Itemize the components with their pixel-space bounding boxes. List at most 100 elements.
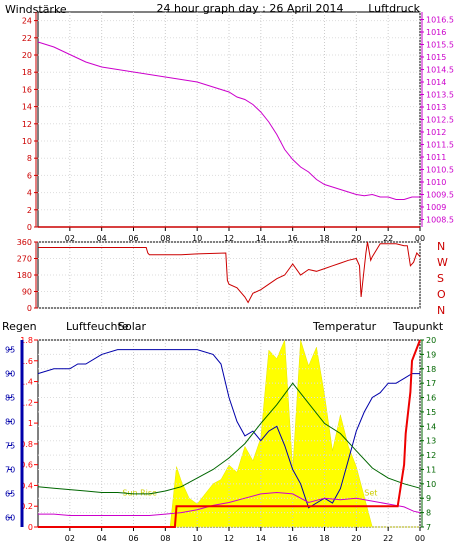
y-tick-label-rain: 1.4: [20, 378, 33, 387]
y-tick-label-right: 18: [426, 365, 436, 374]
y-tick-label-left: 6: [27, 171, 32, 180]
y-tick-label-left: 8: [27, 154, 32, 163]
compass-label: N: [437, 240, 445, 253]
x-tick-label: 00: [415, 234, 425, 243]
x-tick-label: 02: [65, 534, 75, 543]
y-tick-label-right: 16: [426, 394, 436, 403]
y-tick-label-humidity: 85: [5, 394, 15, 403]
y-tick-label-right: 1013.5: [426, 91, 454, 100]
y-tick-label-humidity: 80: [5, 418, 15, 427]
x-tick-label: 06: [128, 234, 138, 243]
y-tick-label-right: 1010.5: [426, 166, 454, 175]
x-tick-label: 00: [415, 534, 425, 543]
y-tick-label-humidity: 65: [5, 489, 15, 498]
y-tick-label-rain: 0.8: [20, 440, 33, 449]
humidity-temperature-panel: 7891011121314151617181920606570758085909…: [5, 336, 436, 543]
x-tick-label: 14: [256, 534, 266, 543]
wind-pressure-panel: 0246810121416182022241008.510091009.5101…: [22, 11, 454, 243]
y-tick-label-humidity: 75: [5, 441, 15, 450]
y-tick-label-right: 1014: [426, 78, 446, 87]
y-tick-label-right: 9: [426, 494, 431, 503]
x-tick-label: 10: [192, 534, 202, 543]
y-tick-label-left: 270: [17, 255, 32, 264]
y-tick-label-left: 2: [27, 206, 32, 215]
y-tick-label-left: 24: [22, 17, 32, 26]
y-tick-label-right: 1016.5: [426, 16, 454, 25]
y-tick-label-left: 20: [22, 51, 32, 60]
plot-frame: [37, 11, 421, 228]
y-tick-label-left: 22: [22, 34, 32, 43]
x-tick-label: 12: [224, 234, 234, 243]
label-temperatur: Temperatur: [312, 320, 377, 333]
y-tick-label-left: 10: [22, 137, 32, 146]
x-tick-label: 08: [160, 534, 170, 543]
x-tick-label: 10: [192, 234, 202, 243]
compass-label: N: [437, 304, 445, 317]
label-regen: Regen: [2, 320, 37, 333]
y-tick-label-right: 1009.5: [426, 191, 454, 200]
y-tick-label-right: 1016: [426, 28, 446, 37]
compass-label: W: [437, 256, 448, 269]
y-tick-label-left: 14: [22, 103, 32, 112]
x-tick-label: 22: [383, 534, 393, 543]
series-taupunkt: [38, 491, 421, 516]
y-tick-label-right: 10: [426, 480, 436, 489]
annotation-sunset: Set: [364, 488, 377, 497]
y-tick-label-right: 1009: [426, 203, 446, 212]
x-tick-label: 18: [319, 534, 329, 543]
compass-label: S: [437, 272, 444, 285]
series-luftdruck: [37, 41, 420, 200]
y-tick-label-left: 90: [22, 288, 32, 297]
y-tick-label-rain: 1.8: [20, 336, 33, 345]
y-tick-label-left: 0: [27, 223, 32, 232]
x-tick-label: 14: [256, 234, 266, 243]
y-tick-label-rain: 0.4: [20, 481, 33, 490]
x-tick-label: 16: [288, 234, 298, 243]
y-tick-label-humidity: 95: [5, 346, 15, 355]
y-tick-label-left: 180: [17, 271, 32, 280]
y-tick-label-right: 1012: [426, 128, 446, 137]
y-tick-label-humidity: 60: [5, 513, 15, 522]
y-tick-label-right: 1012.5: [426, 116, 454, 125]
x-tick-label: 18: [319, 234, 329, 243]
y-tick-label-rain: 0: [28, 523, 33, 532]
x-tick-label: 04: [97, 234, 107, 243]
x-tick-label: 04: [97, 534, 107, 543]
page-title: 24 hour graph day : 26 April 2014: [157, 2, 344, 15]
y-tick-label-left: 12: [22, 120, 32, 129]
x-tick-label: 06: [128, 534, 138, 543]
series-windrichtung: [38, 241, 421, 304]
y-tick-label-right: 8: [426, 509, 431, 518]
y-tick-label-humidity: 70: [5, 465, 15, 474]
y-tick-label-rain: 0.6: [20, 461, 33, 470]
y-tick-label-right: 7: [426, 523, 431, 532]
label-solar: Solar: [118, 320, 147, 333]
annotation-sunrise: Sun Rise: [122, 488, 157, 497]
x-tick-label: 22: [383, 234, 393, 243]
y-tick-label-right: 1010: [426, 178, 446, 187]
y-tick-label-right: 15: [426, 408, 436, 417]
y-tick-label-left: 16: [22, 85, 32, 94]
y-tick-label-right: 19: [426, 350, 436, 359]
y-tick-label-rain: 1: [28, 419, 33, 428]
y-tick-label-right: 1011: [426, 153, 446, 162]
series-luftfeuchte: [37, 349, 420, 509]
x-tick-label: 20: [351, 234, 361, 243]
series-temperatur: [37, 382, 421, 495]
x-tick-label: 02: [65, 234, 75, 243]
y-tick-label-right: 11: [426, 465, 436, 474]
y-tick-label-right: 14: [426, 422, 436, 431]
y-tick-label-right: 20: [426, 336, 436, 345]
label-taupunkt: Taupunkt: [392, 320, 444, 333]
y-tick-label-right: 1015.5: [426, 41, 454, 50]
x-tick-label: 20: [351, 534, 361, 543]
x-tick-label: 16: [288, 534, 298, 543]
y-tick-label-right: 1015: [426, 53, 446, 62]
compass-label: O: [437, 288, 446, 301]
y-tick-label-right: 13: [426, 437, 436, 446]
series-regen: [38, 339, 421, 528]
y-tick-label-right: 1014.5: [426, 66, 454, 75]
y-tick-label-rain: 0.2: [20, 502, 33, 511]
